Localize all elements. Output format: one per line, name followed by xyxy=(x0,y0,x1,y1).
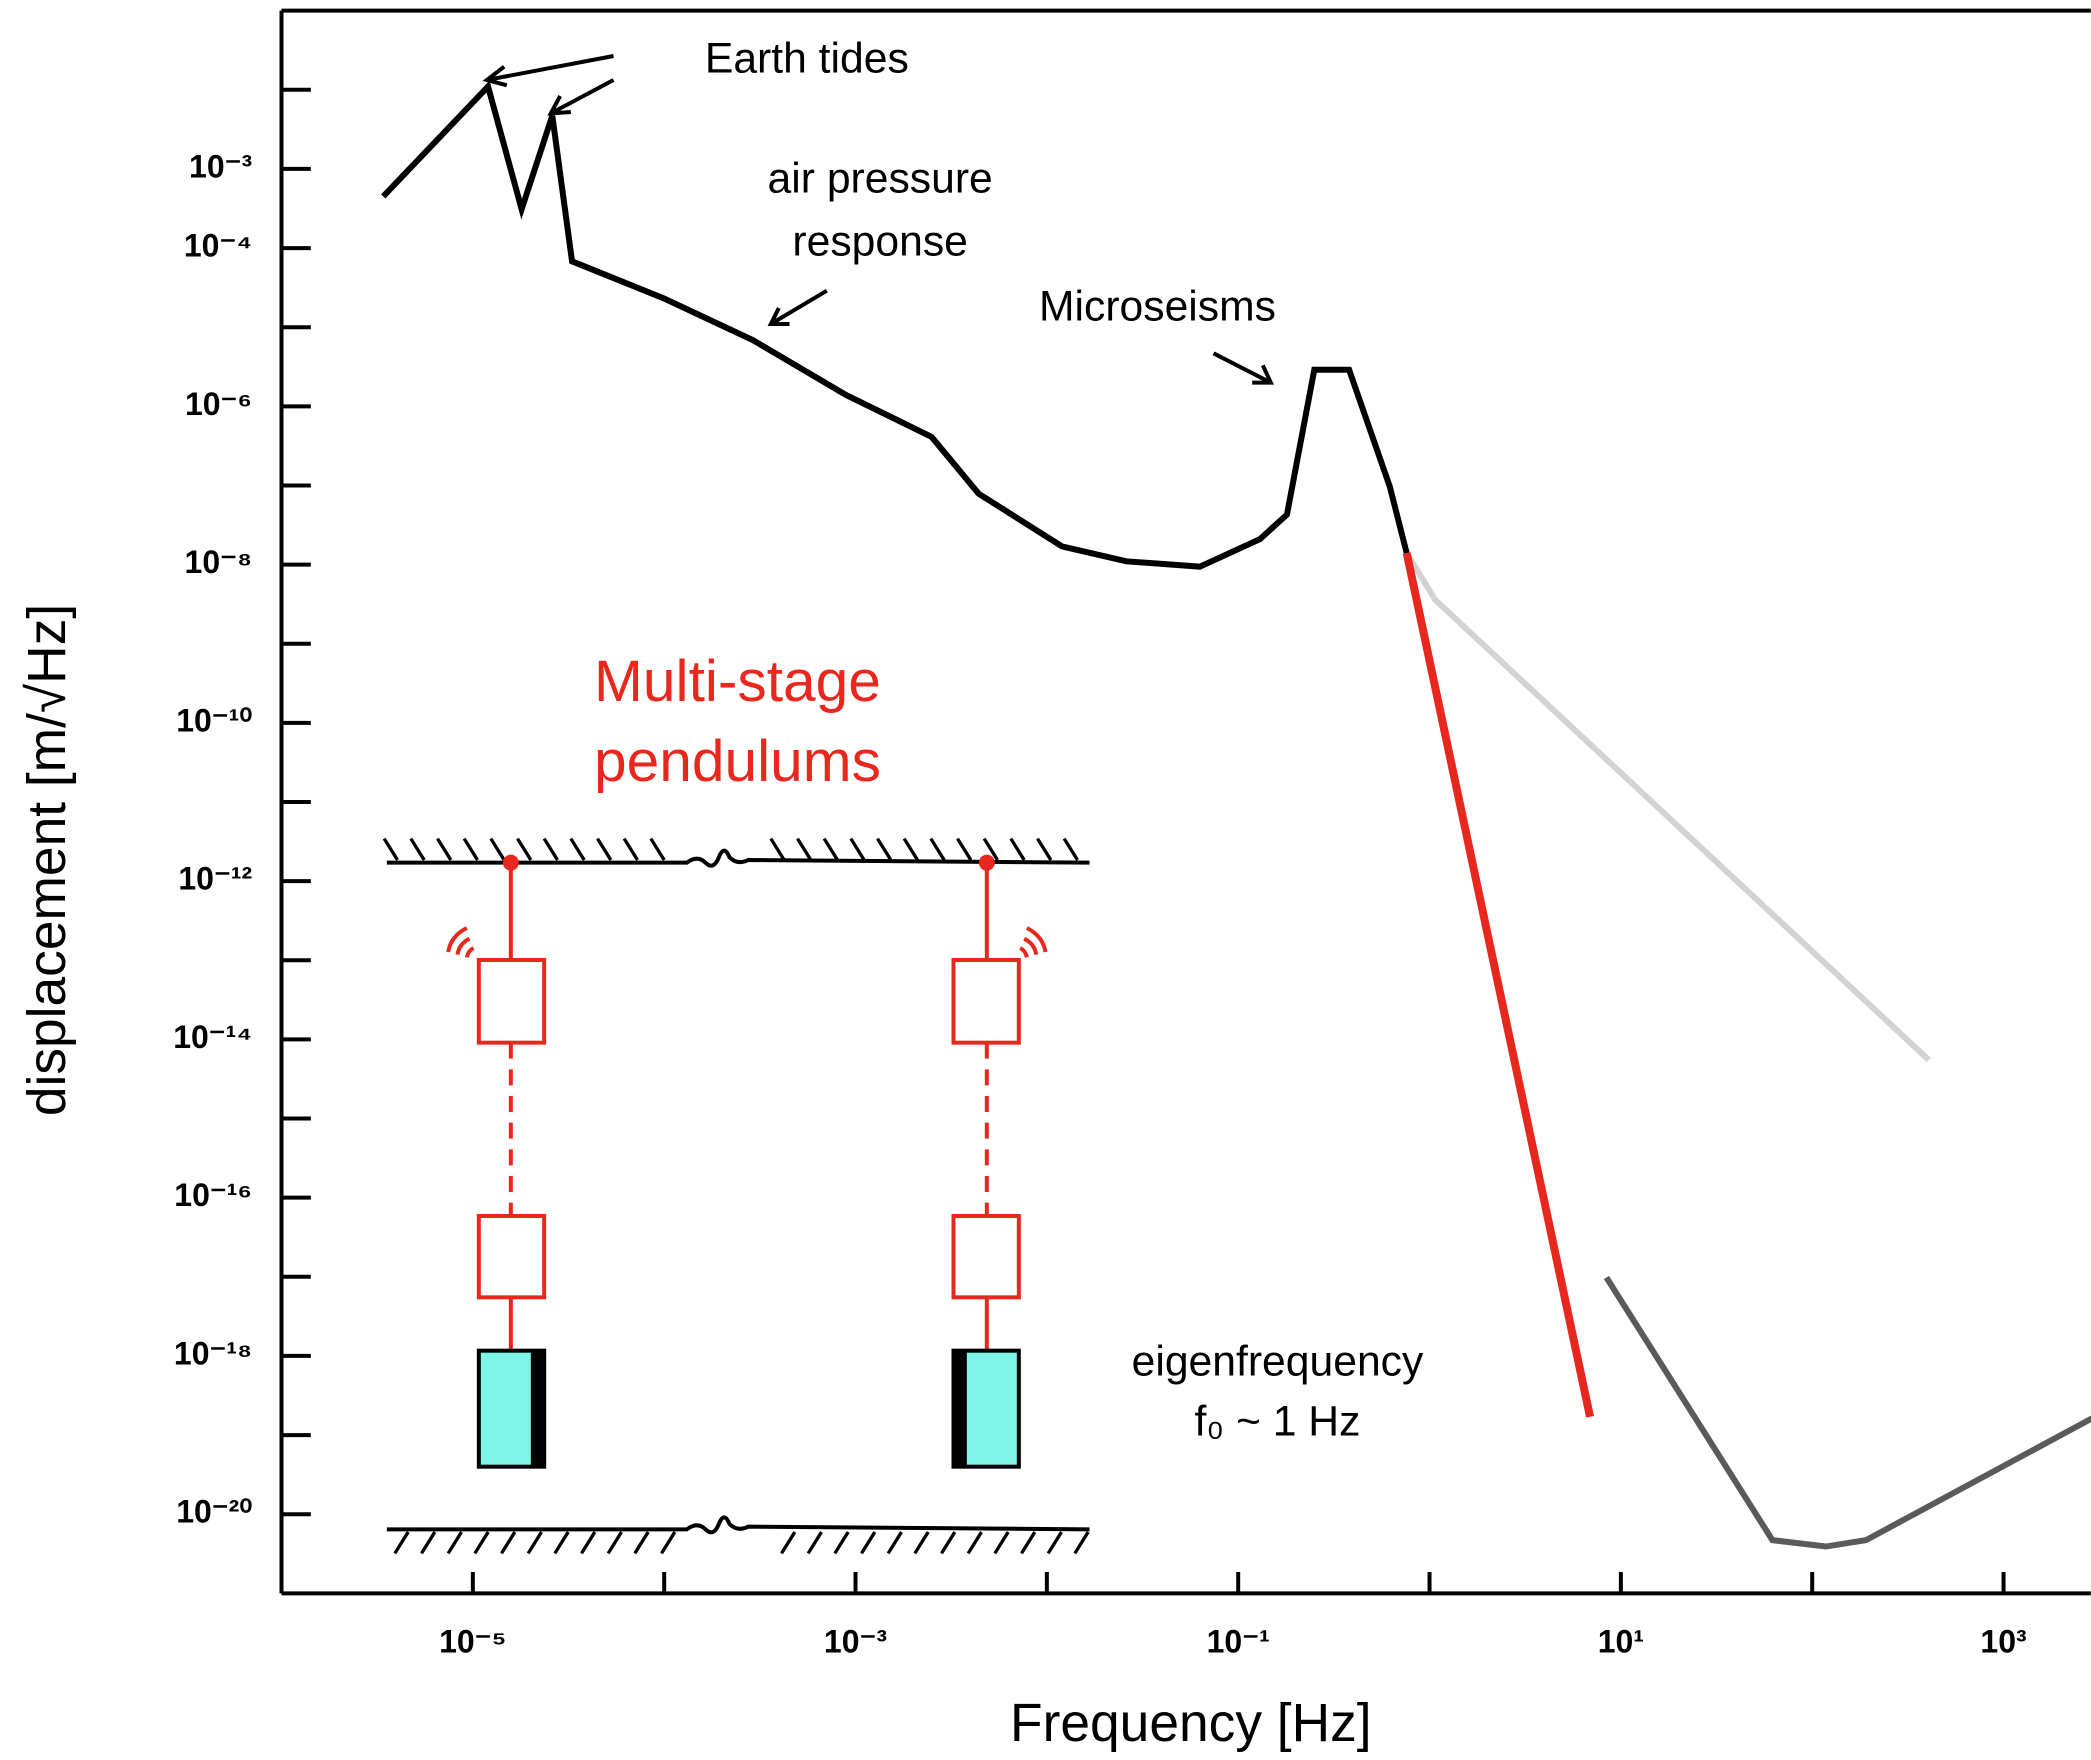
y-tick-label: 10⁻¹⁴ xyxy=(173,1019,252,1055)
annotation: air pressure xyxy=(768,155,993,203)
data-line xyxy=(1404,551,1931,1063)
x-tick-label: 10⁻⁵ xyxy=(439,1623,507,1659)
annotation: pendulums xyxy=(594,729,881,794)
annotation: response xyxy=(792,217,967,265)
y-tick-label: 10⁻¹² xyxy=(178,861,252,897)
x-tick-label: 10³ xyxy=(1980,1623,2026,1659)
data-line xyxy=(381,80,1410,570)
data-line xyxy=(1402,552,1594,1418)
annotation: Microseisms xyxy=(1039,283,1276,331)
data-line xyxy=(1603,1275,2091,1550)
x-axis-title: Frequency [Hz] xyxy=(1010,1694,1372,1753)
y-tick-label: 10⁻⁴ xyxy=(184,228,252,264)
y-axis-title: displacement [m/√Hz] xyxy=(18,604,77,1116)
y-tick-label: 10⁻²⁰ xyxy=(176,1494,252,1530)
x-tick-label: 10¹ xyxy=(1598,1623,1644,1659)
annotation: Earth tides xyxy=(705,35,909,83)
pendulum-diagram xyxy=(382,837,1090,1555)
annotation: Multi-stage xyxy=(594,649,881,714)
y-tick-label: 10⁻⁶ xyxy=(185,386,252,422)
annotation-arrows xyxy=(482,54,1274,385)
y-tick-label: 10⁻¹⁰ xyxy=(176,702,252,738)
x-tick-label: 10⁻¹ xyxy=(1207,1623,1270,1659)
y-tick-label: 10⁻¹⁸ xyxy=(174,1335,252,1371)
y-tick-label: 10⁻¹⁶ xyxy=(174,1177,252,1213)
y-tick-label: 10⁻⁸ xyxy=(185,544,253,580)
annotation: f₀ ~ 1 Hz xyxy=(1195,1397,1361,1445)
annotation: eigenfrequency xyxy=(1132,1337,1424,1385)
x-tick-label: 10⁻³ xyxy=(824,1623,887,1659)
y-tick-label: 10⁻³ xyxy=(189,148,252,184)
